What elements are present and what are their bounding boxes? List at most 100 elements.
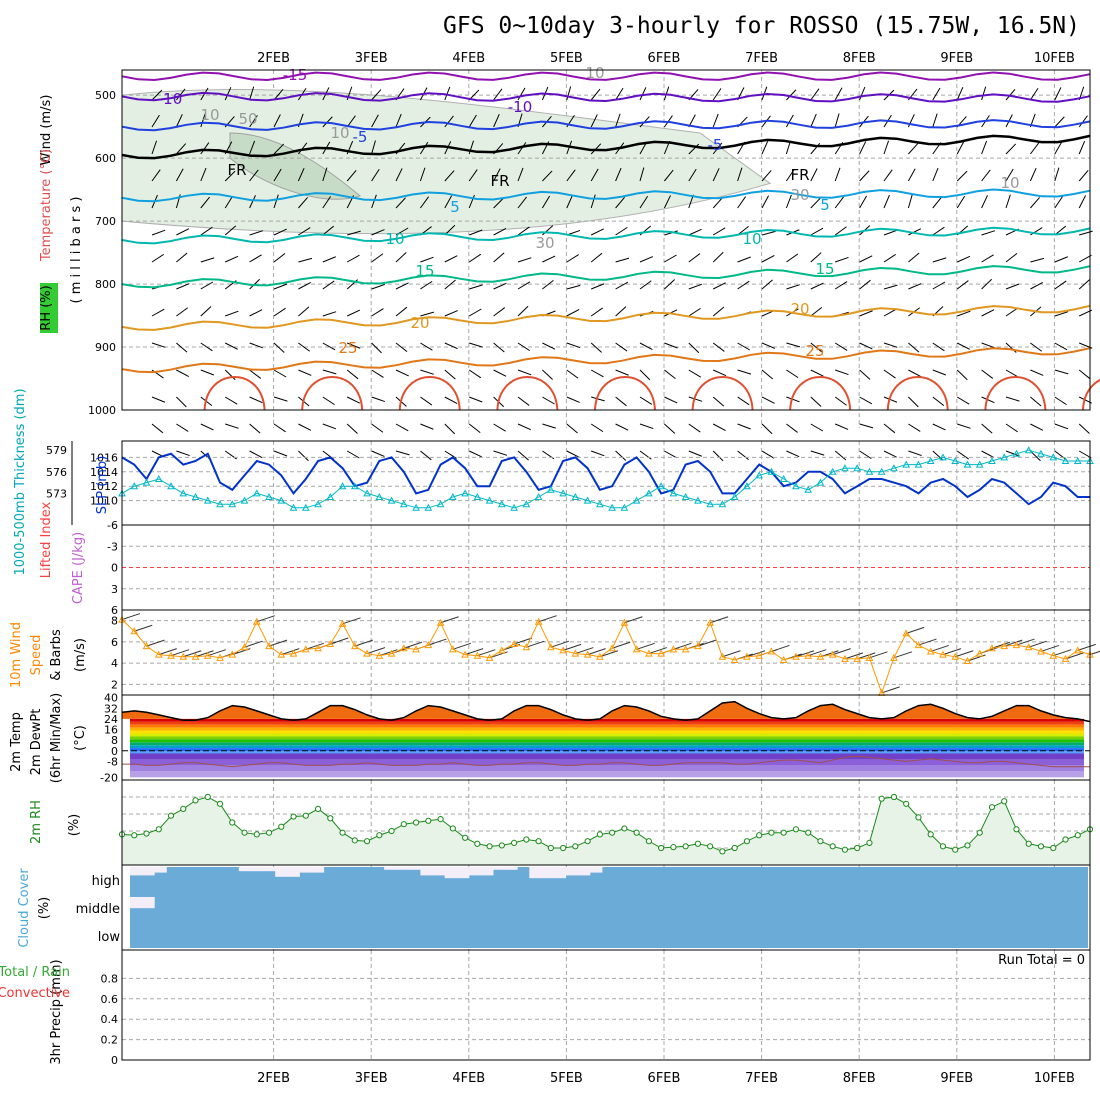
temp-band	[130, 733, 1084, 737]
wind-tick-label: 6	[111, 636, 118, 649]
thickness-point	[657, 482, 665, 490]
thickness-point	[865, 467, 874, 475]
high-cloud-bar	[311, 867, 325, 873]
temp-hot-fill	[122, 701, 1090, 719]
rh-point	[780, 829, 787, 836]
wind-barb	[834, 396, 847, 406]
wind-barb	[1030, 257, 1045, 263]
wind-barb	[420, 280, 433, 290]
wind-barb	[932, 87, 941, 101]
rh-point	[829, 843, 836, 850]
thickness-point	[154, 474, 163, 482]
ylabel-thickness: 1000-500mb Thickness (dm)	[13, 388, 28, 575]
wind-barb	[493, 450, 508, 456]
wind-barb	[639, 167, 645, 182]
wind-barb	[761, 450, 775, 459]
wind-barb	[737, 342, 750, 351]
thickness-point	[939, 453, 947, 461]
wind-barb	[639, 280, 652, 290]
thickness-point	[963, 460, 972, 468]
wind-barb	[249, 195, 256, 209]
rh-point	[633, 829, 640, 836]
wind-barb	[322, 369, 337, 375]
wind-speed-point	[620, 618, 629, 626]
wind-barb	[224, 170, 236, 182]
wind-barb	[468, 450, 483, 458]
surface-wind-barb	[599, 650, 619, 658]
wind-speed-point	[203, 651, 212, 659]
surface-wind-barb	[1077, 643, 1096, 651]
side-labels: Wind (m/s) Temperature (°C) RH (%) ( m i…	[0, 95, 110, 1065]
rh-point	[1074, 832, 1081, 839]
rh-point	[216, 800, 224, 807]
wind-barb	[810, 282, 824, 290]
wind-barb	[566, 254, 579, 263]
surface-wind-barb	[832, 648, 851, 656]
high-cloud-bar	[130, 867, 143, 876]
thickness-point	[571, 492, 580, 500]
temp-tick-label: 8	[111, 734, 118, 747]
li-tick-label: -3	[107, 540, 118, 553]
rh-point	[964, 842, 971, 849]
wind-barb	[566, 308, 580, 317]
slp-tick-label: 1010	[90, 495, 118, 508]
wind-barb	[469, 284, 483, 290]
date-label-top: 7FEB	[745, 51, 778, 66]
wind-barb	[517, 167, 524, 182]
thickness-tick-label: 573	[46, 487, 67, 500]
thickness-point	[681, 492, 690, 500]
wind-barb	[712, 306, 725, 317]
wind-barb	[371, 283, 386, 290]
wind-barb	[907, 168, 916, 182]
wind-barb	[908, 283, 922, 290]
temp-contour	[121, 347, 1091, 374]
pressure-tick-label: 700	[95, 215, 116, 228]
wind-barb	[371, 342, 382, 354]
surface-wind-barb	[158, 648, 177, 656]
wind-barb	[956, 170, 968, 182]
warm-loop	[398, 376, 461, 411]
surface-wind-barb	[820, 650, 839, 658]
wind-barb	[224, 225, 237, 236]
wind-barb	[395, 168, 403, 182]
wind-speed-point	[277, 650, 286, 658]
wind-speed-point	[510, 639, 518, 647]
thickness-point	[534, 492, 543, 500]
wind-barb	[908, 228, 922, 236]
surface-wind-barb	[746, 650, 766, 658]
high-cloud-bar	[493, 867, 506, 870]
temp-band-cold	[130, 753, 1084, 760]
date-label-bottom: 8FEB	[843, 1071, 876, 1086]
wind-barb	[176, 423, 189, 432]
wind-barb	[883, 169, 893, 182]
surface-wind-barb	[256, 615, 275, 623]
temp-contour	[121, 71, 1091, 82]
wind-barb	[273, 168, 282, 182]
wind-barb	[761, 254, 775, 263]
wind-barb	[566, 396, 580, 403]
wind-speed-point	[596, 652, 604, 660]
wind-barb	[176, 143, 187, 155]
wind-barb	[688, 283, 703, 290]
wind-barb	[1030, 142, 1040, 155]
wind-barb	[347, 230, 361, 236]
rh-point	[658, 844, 665, 852]
wind-barb	[712, 396, 725, 407]
wind-speed-point	[792, 652, 800, 660]
wind-barb	[786, 284, 800, 290]
surface-wind-barb	[538, 615, 557, 623]
surface-wind-barb	[771, 644, 790, 652]
wind-barb	[200, 423, 214, 431]
thickness-point	[191, 492, 200, 500]
rh-point	[866, 839, 873, 847]
surface-wind-barb	[183, 650, 202, 658]
thickness-point	[498, 500, 506, 508]
rh-point	[584, 838, 591, 845]
surface-wind-barb	[808, 649, 827, 657]
wind-barb	[273, 369, 287, 378]
thickness-point	[583, 496, 592, 504]
wind-barb	[639, 369, 651, 381]
high-cloud-bar	[480, 867, 494, 876]
wind-barb	[761, 195, 770, 209]
thickness-point	[1049, 453, 1058, 461]
